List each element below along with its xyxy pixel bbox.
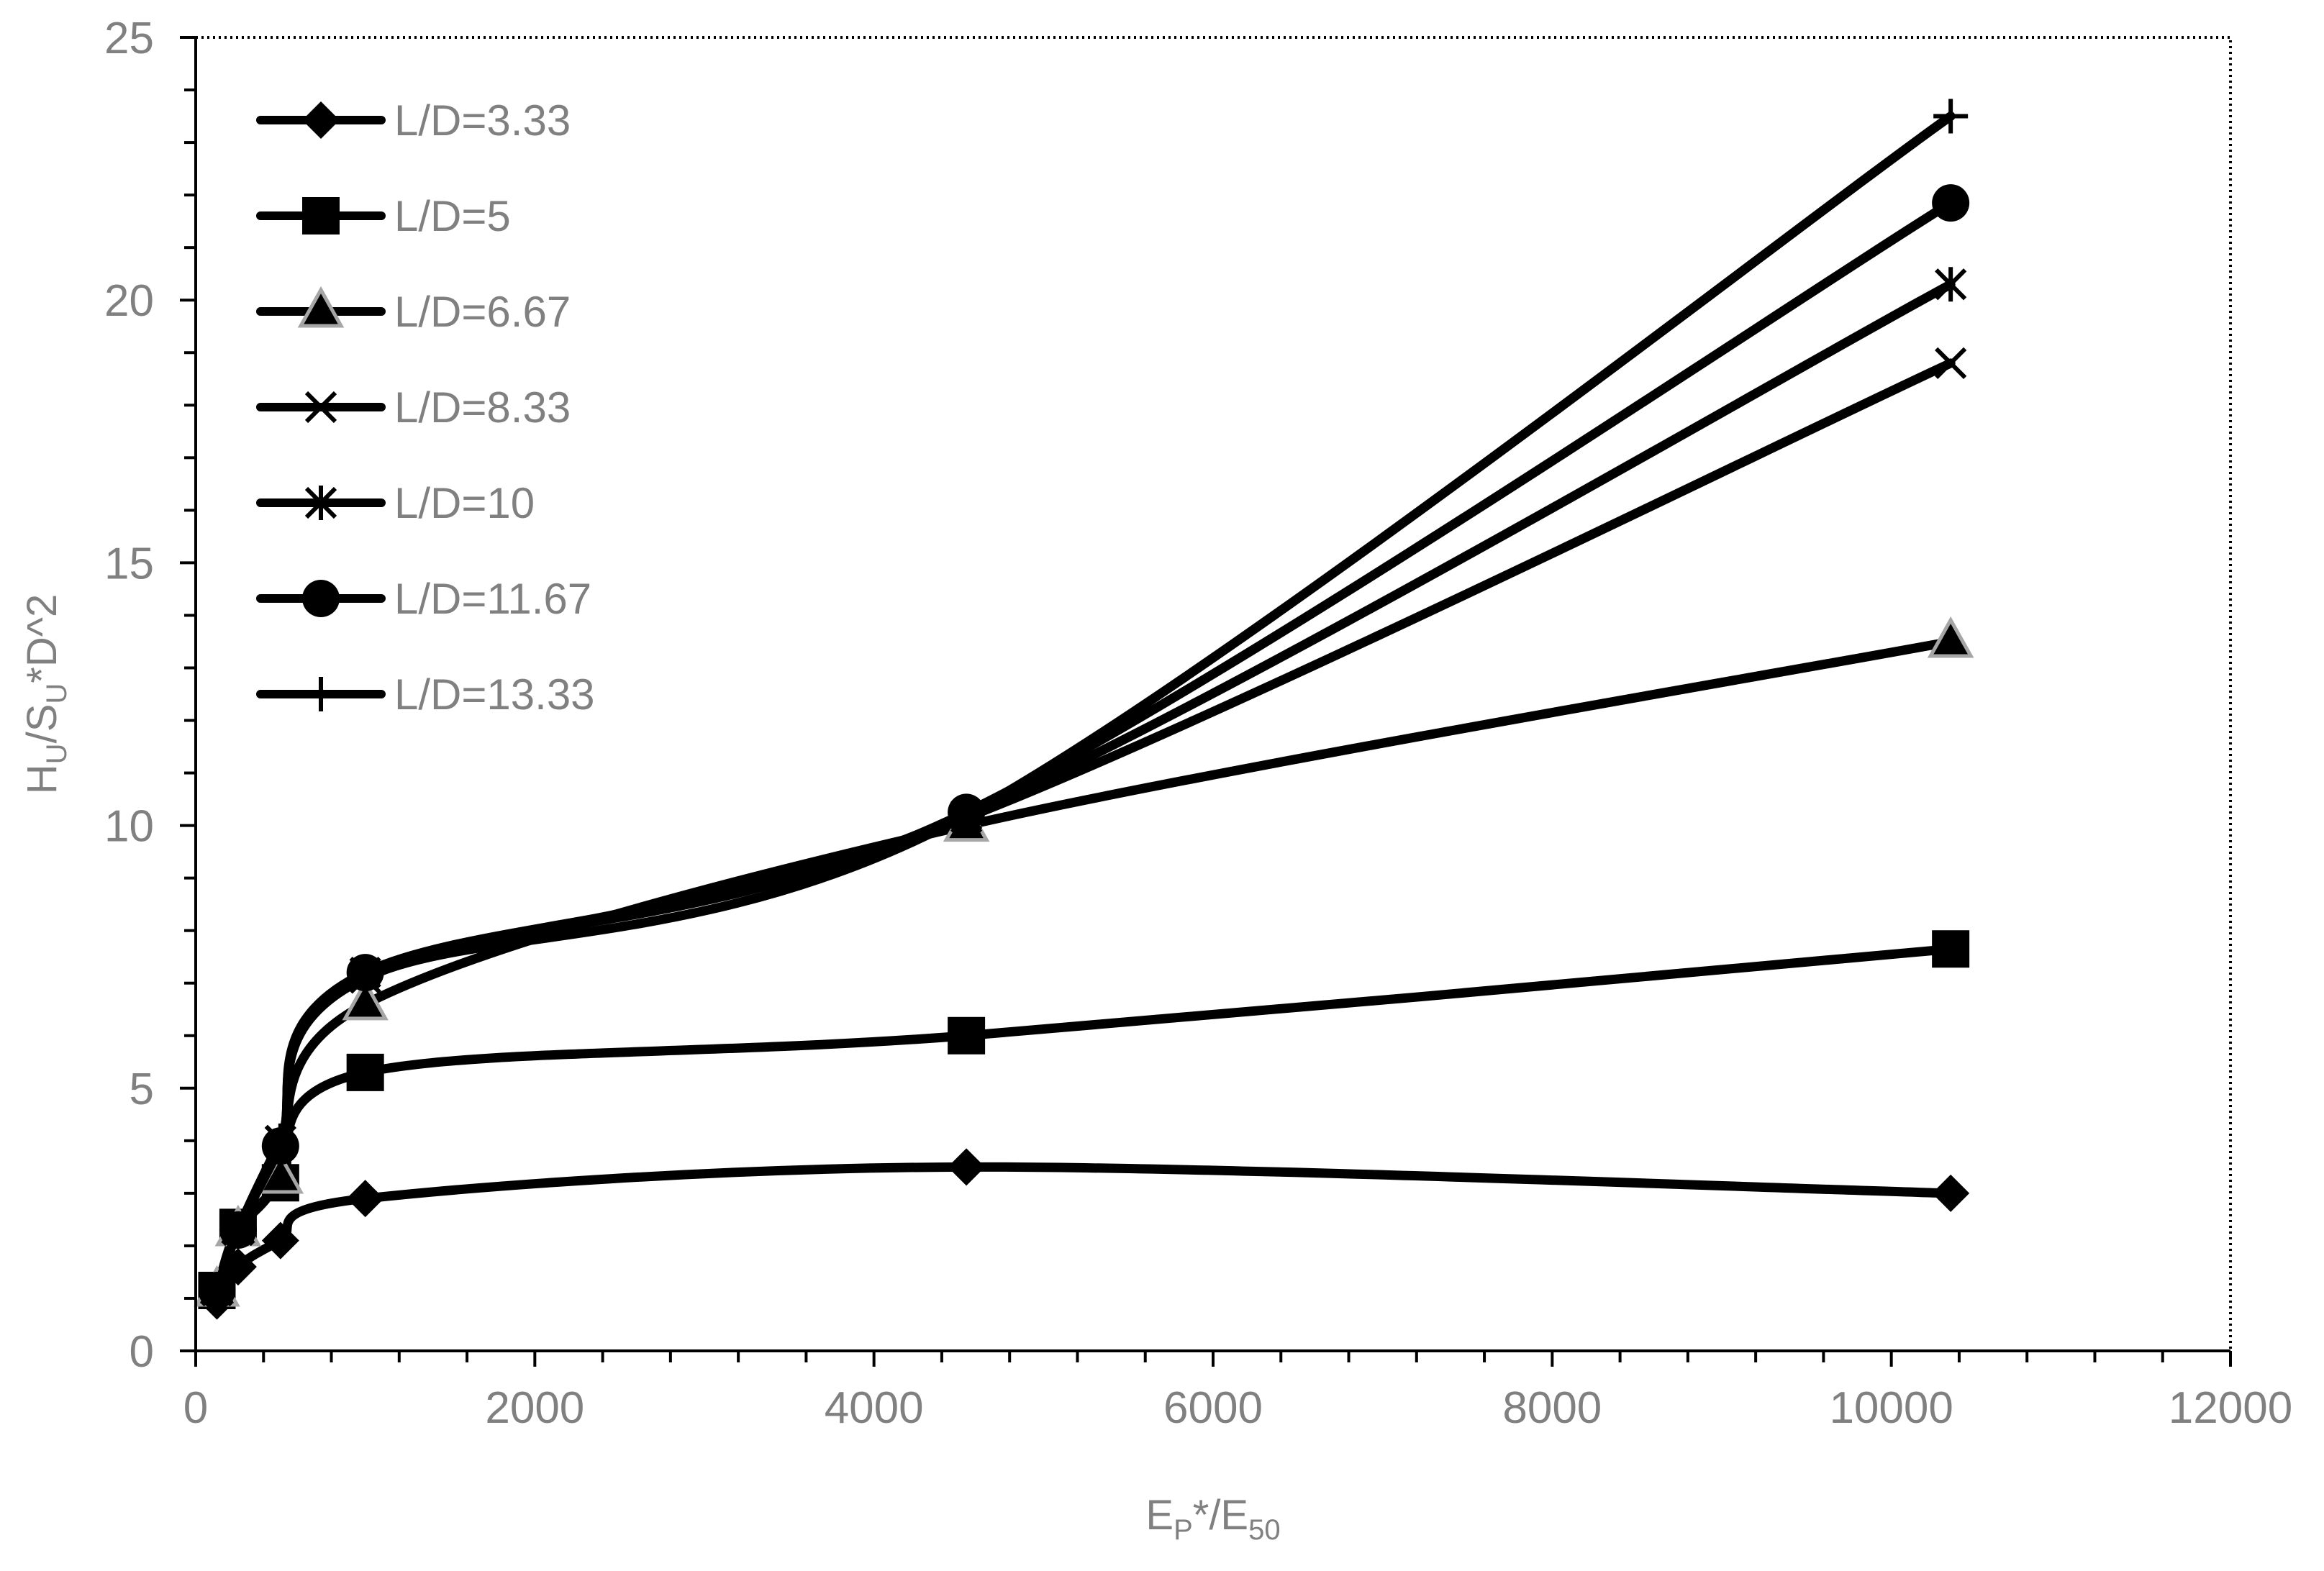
x-axis-title: EP*/E50 <box>1145 1492 1280 1546</box>
y-tick-label: 25 <box>104 14 154 63</box>
x-marker <box>304 391 337 424</box>
y-tick-label: 20 <box>104 276 154 326</box>
series-layer <box>194 99 1974 1320</box>
plus-marker <box>348 960 383 996</box>
legend-label: L/D=3.33 <box>394 96 571 145</box>
diamond-marker <box>1932 1174 1970 1212</box>
plus-marker <box>199 1273 235 1308</box>
triangle-marker <box>342 978 389 1021</box>
x-tick-label: 12000 <box>2169 1383 2292 1433</box>
legend-item: L/D=5 <box>256 192 511 240</box>
legend: L/D=3.33 L/D=5 L/D=6.67 L/D=8.33 L/D=10 L/D=1… <box>256 96 595 719</box>
x-tick-label: 0 <box>183 1383 208 1433</box>
axes-layer: 0 2000 4000 6000 8000 10000 12000 0 5 10 15 20 25 <box>104 14 2292 1433</box>
plus-marker <box>304 677 338 711</box>
x-tick-label: 2000 <box>485 1383 584 1433</box>
y-axis-title-sub1: U <box>41 743 73 764</box>
x-axis-title-main: E <box>1145 1492 1174 1539</box>
diamond-marker <box>302 101 340 139</box>
legend-label: L/D=13.33 <box>394 670 595 719</box>
y-tick-label: 0 <box>130 1327 154 1377</box>
series-line <box>212 111 1956 1295</box>
x-axis-title-sub1: P <box>1174 1514 1193 1546</box>
y-tick-label: 10 <box>104 802 154 852</box>
square-marker <box>346 1053 384 1091</box>
series-line <box>212 944 1956 1295</box>
series-1 <box>198 1148 1970 1320</box>
y-axis-title-mid: /S <box>19 704 65 744</box>
legend-item: L/D=8.33 <box>256 383 571 432</box>
plus-marker <box>949 797 984 832</box>
y-axis-title-tail: *D^2 <box>19 594 65 683</box>
y-tick-label: 5 <box>130 1065 154 1114</box>
triangle-marker <box>297 286 345 328</box>
x-tick-label: 4000 <box>825 1383 924 1433</box>
y-axis-title: HU/SU*D^2 <box>19 594 73 794</box>
x-tick-label: 6000 <box>1163 1383 1263 1433</box>
plus-marker <box>220 1213 255 1248</box>
y-axis-title-sub2: U <box>41 683 73 704</box>
plus-marker <box>263 1129 298 1164</box>
legend-item: L/D=3.33 <box>256 96 571 145</box>
legend-label: L/D=8.33 <box>394 383 571 432</box>
series-7 <box>199 99 1969 1308</box>
legend-item: L/D=6.67 <box>256 286 571 336</box>
legend-item: L/D=13.33 <box>256 670 595 719</box>
asterisk-marker <box>304 486 337 520</box>
diamond-marker <box>261 1221 299 1260</box>
circle-marker <box>302 580 340 617</box>
legend-item: L/D=11.67 <box>256 575 591 623</box>
circle-marker <box>1932 184 1970 222</box>
y-tick-label: 15 <box>104 539 154 588</box>
x-marker <box>1935 347 1967 379</box>
triangle-marker <box>1927 616 1974 658</box>
square-marker <box>1932 930 1970 968</box>
legend-label: L/D=5 <box>394 192 511 240</box>
square-marker <box>948 1016 986 1055</box>
legend-label: L/D=6.67 <box>394 288 571 336</box>
x-tick-label: 10000 <box>1829 1383 1953 1433</box>
series-2 <box>198 930 1970 1310</box>
y-axis-title-main: H <box>19 764 65 794</box>
legend-label: L/D=10 <box>394 479 535 527</box>
series-line <box>212 279 1956 1295</box>
legend-label: L/D=11.67 <box>394 575 591 623</box>
x-tick-label: 8000 <box>1502 1383 1602 1433</box>
diamond-marker <box>346 1180 384 1218</box>
asterisk-marker <box>1935 267 1967 302</box>
x-axis-title-sub2: 50 <box>1248 1514 1281 1546</box>
x-axis-title-mid: */E <box>1193 1492 1248 1539</box>
square-marker <box>302 197 340 234</box>
legend-item: L/D=10 <box>256 479 535 527</box>
series-3 <box>194 616 1974 1307</box>
series-line <box>212 1162 1956 1306</box>
diamond-marker <box>948 1148 986 1186</box>
plus-marker <box>1933 99 1969 134</box>
